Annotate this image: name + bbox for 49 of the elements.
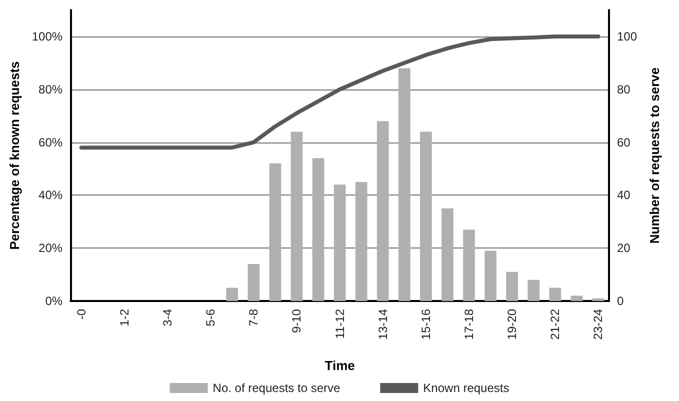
bar [355, 182, 368, 301]
legend-label: No. of requests to serve [212, 381, 340, 395]
bar [226, 288, 238, 301]
bar [592, 298, 604, 301]
x-tick-label: 1-2 [117, 308, 132, 326]
y2-axis-title: Number of requests to serve [646, 67, 662, 244]
bar [420, 132, 432, 301]
y2-tick-label: 0 [617, 294, 624, 308]
y2-tick-label: 40 [617, 188, 631, 202]
bar [549, 288, 562, 301]
bar [528, 280, 540, 301]
bar [484, 250, 496, 301]
bar [442, 208, 454, 301]
x-axis-title: Time [324, 358, 355, 373]
y-tick-label: 60% [38, 135, 63, 150]
bar [269, 163, 282, 301]
y-tick-label: 100% [32, 29, 63, 44]
bar [312, 158, 324, 301]
y2-tick-label: 60 [617, 135, 631, 150]
bar [506, 272, 518, 301]
bar [463, 230, 475, 301]
bar [376, 121, 389, 301]
y-axis-title: Percentage of known requests [7, 61, 22, 250]
x-tick-label: 3-4 [160, 308, 175, 326]
x-tick-label: 17-18 [462, 308, 476, 340]
x-tick-label: -0 [74, 308, 88, 320]
bar [398, 68, 410, 301]
x-tick-label: 23-24 [591, 308, 606, 340]
bar [334, 184, 346, 301]
legend-label: Known requests [423, 381, 510, 395]
line-series [79, 34, 600, 150]
y-tick-label: 80% [38, 82, 63, 96]
y2-tick-label: 80 [617, 82, 631, 96]
bar [248, 264, 260, 301]
y2-tick-label: 100 [617, 29, 638, 44]
y-tick-label: 20% [38, 241, 63, 256]
y-tick-label: 40% [38, 188, 63, 202]
y-tick-label: 0% [45, 294, 63, 308]
y2-tick-label: 20 [617, 241, 631, 256]
x-tick-label: 19-20 [505, 308, 520, 340]
bar [570, 296, 583, 301]
x-tick-label: 7-8 [246, 308, 261, 326]
x-tick-label: 5-6 [204, 308, 218, 326]
x-tick-label: 11-12 [332, 308, 347, 339]
x-tick-label: 9-10 [290, 308, 304, 334]
x-tick-label: 13-14 [376, 308, 390, 340]
bar [290, 132, 303, 301]
x-tick-label: 15-16 [418, 308, 433, 340]
x-tick-label: 21-22 [548, 308, 562, 340]
